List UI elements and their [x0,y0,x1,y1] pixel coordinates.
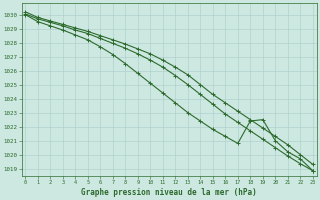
X-axis label: Graphe pression niveau de la mer (hPa): Graphe pression niveau de la mer (hPa) [81,188,257,197]
